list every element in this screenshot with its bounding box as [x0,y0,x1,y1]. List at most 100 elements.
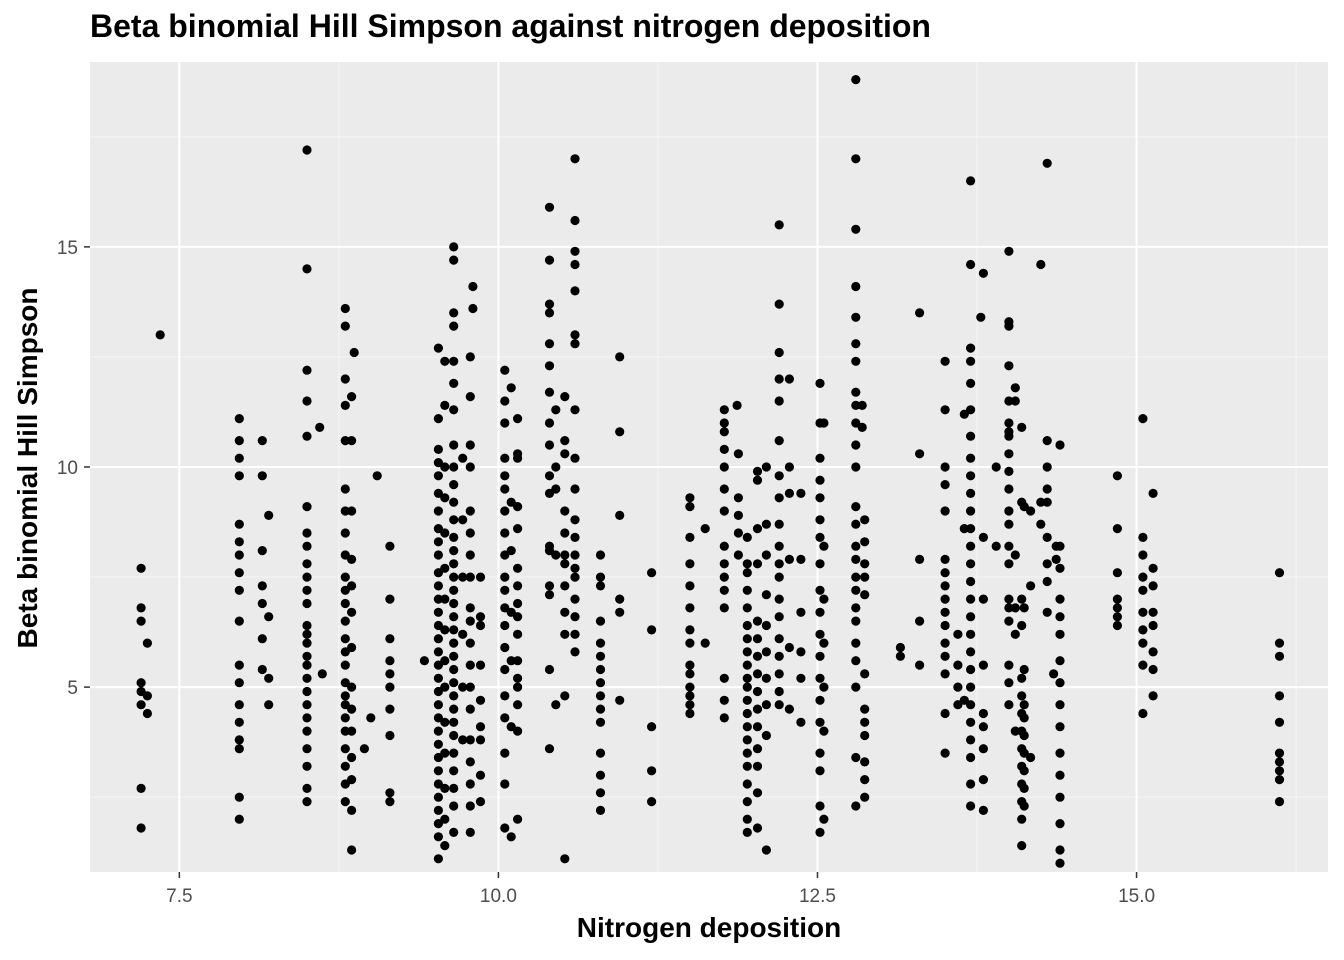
data-point [851,752,861,763]
data-point [347,436,357,446]
data-point [1055,563,1065,573]
data-point [1004,519,1014,529]
data-point [774,572,784,582]
data-point [544,471,555,481]
data-point [449,783,459,794]
data-point [742,695,752,705]
data-point [257,598,267,609]
data-point [595,770,606,780]
data-point [742,748,752,758]
data-point [433,700,443,710]
data-point [784,462,795,472]
data-point [385,730,395,741]
data-point [570,515,580,525]
data-point [475,722,486,732]
data-point [1042,484,1052,494]
data-point [595,664,606,675]
data-point [465,704,475,714]
data-point [433,458,443,468]
data-point [700,638,710,648]
data-point [860,559,870,569]
data-point [796,647,806,657]
data-point [449,559,459,569]
data-point [915,554,925,565]
data-point [234,550,244,560]
data-point [685,700,695,710]
data-point [142,708,152,719]
data-point [940,568,950,578]
data-point [570,550,580,560]
data-point [719,603,729,613]
data-point [752,651,763,661]
data-point [966,259,976,270]
data-point [966,506,976,516]
data-point [449,356,459,366]
data-point [570,330,580,340]
data-point [700,524,710,534]
data-point [475,695,486,705]
data-point [1055,594,1065,604]
data-point [940,480,950,490]
data-point [1017,691,1027,701]
data-point [966,735,976,745]
data-point [234,616,244,626]
data-point [1055,748,1065,758]
data-point [752,744,763,754]
data-point [500,664,510,675]
data-point [544,255,555,265]
data-point [449,308,459,318]
data-point [615,695,625,705]
data-point [302,673,312,683]
data-point [449,480,459,490]
data-point [978,744,989,754]
data-point [1042,462,1052,472]
data-point [1010,550,1020,560]
data-point [1055,845,1065,855]
data-point [1112,603,1122,613]
data-point [468,281,478,292]
data-point [1004,418,1014,428]
data-point [685,669,695,679]
data-point [142,638,152,648]
data-point [978,268,989,278]
data-point [449,612,459,622]
data-point [465,757,475,767]
data-point [440,400,450,410]
data-point [302,761,312,771]
data-point [815,515,825,525]
data-point [340,598,350,609]
data-point [347,775,357,785]
data-point [570,572,580,582]
data-point [1148,664,1158,675]
data-point [385,541,395,551]
data-point [742,735,752,745]
data-point [742,673,752,683]
data-point [719,484,729,494]
x-tick-label: 15.0 [1118,886,1155,907]
data-point [860,775,870,785]
data-point [966,471,976,481]
data-point [860,757,870,767]
data-point [560,506,570,516]
data-point [1004,678,1014,688]
data-point [302,660,312,670]
data-point [915,660,925,670]
data-point [475,572,486,582]
data-point [385,682,395,692]
data-point [742,708,752,719]
data-points [136,75,1285,868]
data-point [819,418,829,428]
data-point [796,717,806,727]
data-point [851,616,861,626]
data-point [440,748,450,758]
data-point [742,634,752,644]
data-point [458,572,468,582]
data-point [449,497,459,507]
data-point [449,598,459,609]
data-point [264,673,274,683]
data-point [347,607,357,617]
data-point [815,651,825,661]
data-point [302,528,312,538]
data-point [1026,581,1036,591]
data-point [302,396,312,406]
